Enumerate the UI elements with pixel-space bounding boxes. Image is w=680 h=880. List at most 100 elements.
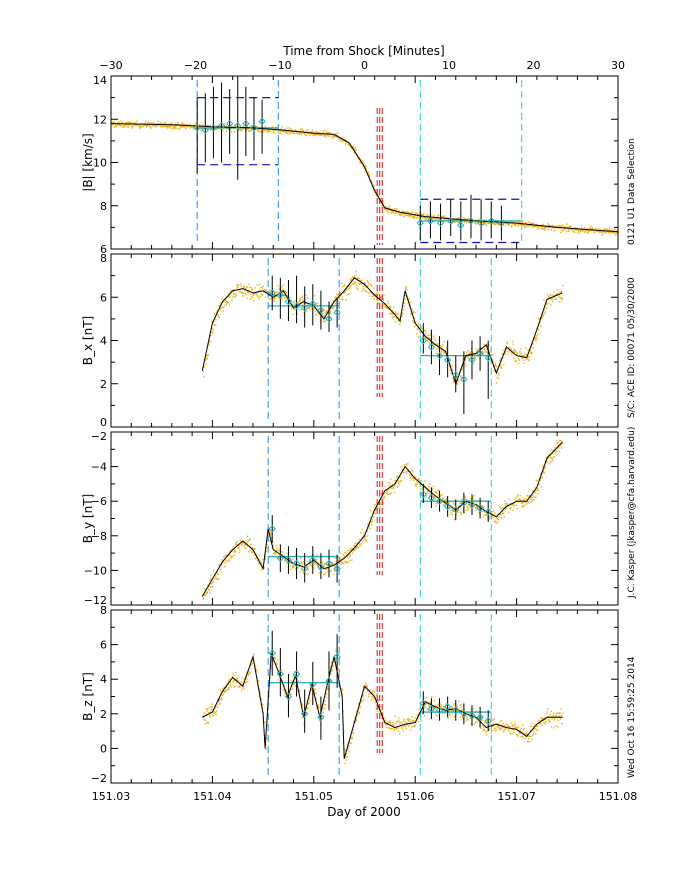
panel-4-data-points bbox=[202, 650, 564, 765]
panel-2-fit-marker-13 bbox=[443, 356, 452, 364]
panel-1-fit-marker-5 bbox=[225, 119, 234, 128]
panel-4-fit-marker-7 bbox=[317, 713, 325, 721]
panel-2-ytick-label-3: 4 bbox=[100, 335, 107, 348]
panel-1-ytick-label-4: 12 bbox=[93, 113, 107, 126]
panel-3-fit-marker-13 bbox=[443, 502, 452, 511]
panel-2-fit-marker-7 bbox=[317, 306, 325, 314]
panel-4-fit-marker-15 bbox=[460, 710, 468, 718]
panel-3-ytick-label-1: −12 bbox=[84, 594, 107, 607]
panel-3-fit-marker-11 bbox=[427, 494, 436, 502]
panel-4-fit-marker-12 bbox=[435, 706, 444, 715]
panel-3-fit-marker-15 bbox=[460, 499, 468, 507]
panel-4-fit-marker-3 bbox=[284, 692, 293, 701]
panel-3-data-points bbox=[202, 439, 564, 600]
top-tick-label-7: 30 bbox=[611, 59, 625, 72]
panel-4-fit-marker-14 bbox=[452, 706, 460, 715]
panel-1-fit-marker-9 bbox=[258, 117, 266, 126]
top-tick-label-2: −20 bbox=[184, 59, 207, 72]
panel-4-ytick-label-6: 8 bbox=[100, 604, 107, 617]
bottom-tick-label-5: 151.07 bbox=[497, 790, 536, 803]
panel-1-fit-marker-1 bbox=[193, 124, 201, 132]
panel-2-fit-marker-14 bbox=[452, 371, 460, 379]
panel-3-fit-marker-16 bbox=[468, 500, 476, 509]
panel-1-data-points bbox=[111, 120, 620, 236]
panel-3-fit-marker-1 bbox=[268, 525, 276, 533]
panel-4-ytick-label-1: −2 bbox=[91, 772, 107, 785]
bottom-tick-label-4: 151.06 bbox=[396, 790, 435, 803]
data-points-layer bbox=[111, 120, 620, 765]
panel-3-ytick-label-2: −10 bbox=[84, 564, 107, 577]
panel-4-trend-line bbox=[202, 653, 563, 759]
panel-4-ytick-label-3: 2 bbox=[100, 708, 107, 721]
panel-2-fit-marker-16 bbox=[468, 356, 476, 364]
panel-2-fit-marker-4 bbox=[292, 302, 301, 310]
panel-1-ytick-label-2: 8 bbox=[100, 200, 107, 213]
panel-2-fit-marker-8 bbox=[325, 315, 333, 323]
top-tick-label-4: 0 bbox=[361, 59, 368, 72]
panel-3-ylabel: B_y [nT] bbox=[81, 494, 95, 543]
panel-3-ytick-label-4: −6 bbox=[91, 495, 107, 508]
panel-1-fit-marker-2 bbox=[201, 126, 210, 134]
panel-4-fit-marker-4 bbox=[292, 670, 301, 678]
panel-2-fit-marker-3 bbox=[284, 297, 293, 306]
top-tick-label-3: −10 bbox=[268, 59, 291, 72]
panel-4-fit-marker-5 bbox=[300, 710, 309, 718]
top-axis-title: Time from Shock [Minutes] bbox=[282, 44, 444, 58]
panel-2-ytick-label-4: 6 bbox=[100, 291, 107, 304]
panel-3-fit-marker-12 bbox=[435, 497, 444, 505]
panel-2-fit-marker-10 bbox=[419, 336, 428, 345]
panel-3-fit-marker-2 bbox=[276, 554, 285, 562]
panel-2-fit-marker-1 bbox=[268, 289, 276, 297]
panel-4-fit-marker-6 bbox=[309, 680, 317, 689]
panel-1-fit-marker-10 bbox=[416, 219, 424, 227]
panel-4-fit-marker-9 bbox=[333, 653, 341, 661]
panel-2-fit-marker-12 bbox=[435, 351, 444, 360]
panel-2-frame bbox=[110, 253, 619, 428]
panel-1-fit-marker-7 bbox=[242, 119, 250, 128]
panel-4-fit-marker-16 bbox=[468, 711, 476, 720]
panel-1-fit-marker-16 bbox=[477, 219, 485, 227]
panel-3-fit-marker-10 bbox=[419, 490, 428, 498]
panel-4-fit-marker-13 bbox=[443, 703, 452, 711]
panel-3-fit-marker-8 bbox=[325, 559, 333, 568]
panel-4-ylabel: B_z [nT] bbox=[81, 672, 95, 721]
side-text-timestamp: Wed Oct 16 15:59:25 2014 bbox=[627, 656, 637, 778]
top-tick-label-1: −30 bbox=[99, 59, 122, 72]
panel-4-fit-marker-11 bbox=[427, 704, 436, 713]
panel-1-ytick-label-5: 14 bbox=[93, 74, 107, 87]
panel-1-fit-marker-13 bbox=[446, 217, 455, 225]
panel-2-fit-marker-18 bbox=[484, 354, 492, 362]
panel-1-fit-marker-11 bbox=[426, 217, 435, 225]
panel-4-ytick-label-5: 6 bbox=[100, 639, 107, 652]
panel-2-fit-marker-11 bbox=[427, 343, 436, 351]
panel-1-ytick-label-1: 6 bbox=[100, 243, 107, 256]
y-axis-labels: |B| [km/s] B_x [nT] B_y [nT] B_z [nT] bbox=[81, 133, 95, 721]
panel-4-ytick-label-4: 4 bbox=[100, 673, 107, 686]
panel-3-fit-marker-14 bbox=[452, 506, 460, 514]
side-text-author: J.C. Kasper (jkasper@cfa.harvard.edu) bbox=[627, 427, 637, 599]
panel-3-fit-marker-6 bbox=[309, 556, 317, 564]
panel-2-fit-marker-15 bbox=[460, 375, 468, 384]
panel-1-ylabel: |B| [km/s] bbox=[81, 133, 95, 191]
panel-2-fit-marker-17 bbox=[476, 349, 484, 358]
panel-1-fit-marker-3 bbox=[209, 124, 218, 132]
panel-2-data-points bbox=[202, 270, 564, 386]
panel-3-fit-marker-9 bbox=[333, 564, 341, 573]
panel-3-frame bbox=[110, 431, 619, 606]
panel-3-ytick-label-5: −4 bbox=[91, 461, 107, 474]
panel-4-fit-marker-8 bbox=[325, 677, 333, 685]
frame-layer: 6810121402468−12−10−8−6−4−2−202468151.03… bbox=[84, 59, 637, 803]
overlay-layer bbox=[110, 76, 619, 779]
side-text-selection: 0121 U1 Data Selection bbox=[627, 138, 637, 245]
panel-4-fit-marker-2 bbox=[276, 670, 285, 678]
panel-2-fit-marker-9 bbox=[333, 308, 341, 317]
panel-4-fit-marker-1 bbox=[268, 649, 276, 657]
panel-1-fit-marker-6 bbox=[234, 122, 242, 130]
panel-3-ytick-label-3: −8 bbox=[91, 530, 107, 543]
panel-2-ytick-label-1: 0 bbox=[100, 416, 107, 429]
bottom-tick-label-6: 151.08 bbox=[599, 790, 638, 803]
bottom-tick-label-2: 151.04 bbox=[193, 790, 232, 803]
panel-2-fit-marker-5 bbox=[300, 304, 309, 312]
panel-3-fit-marker-17 bbox=[476, 504, 484, 512]
